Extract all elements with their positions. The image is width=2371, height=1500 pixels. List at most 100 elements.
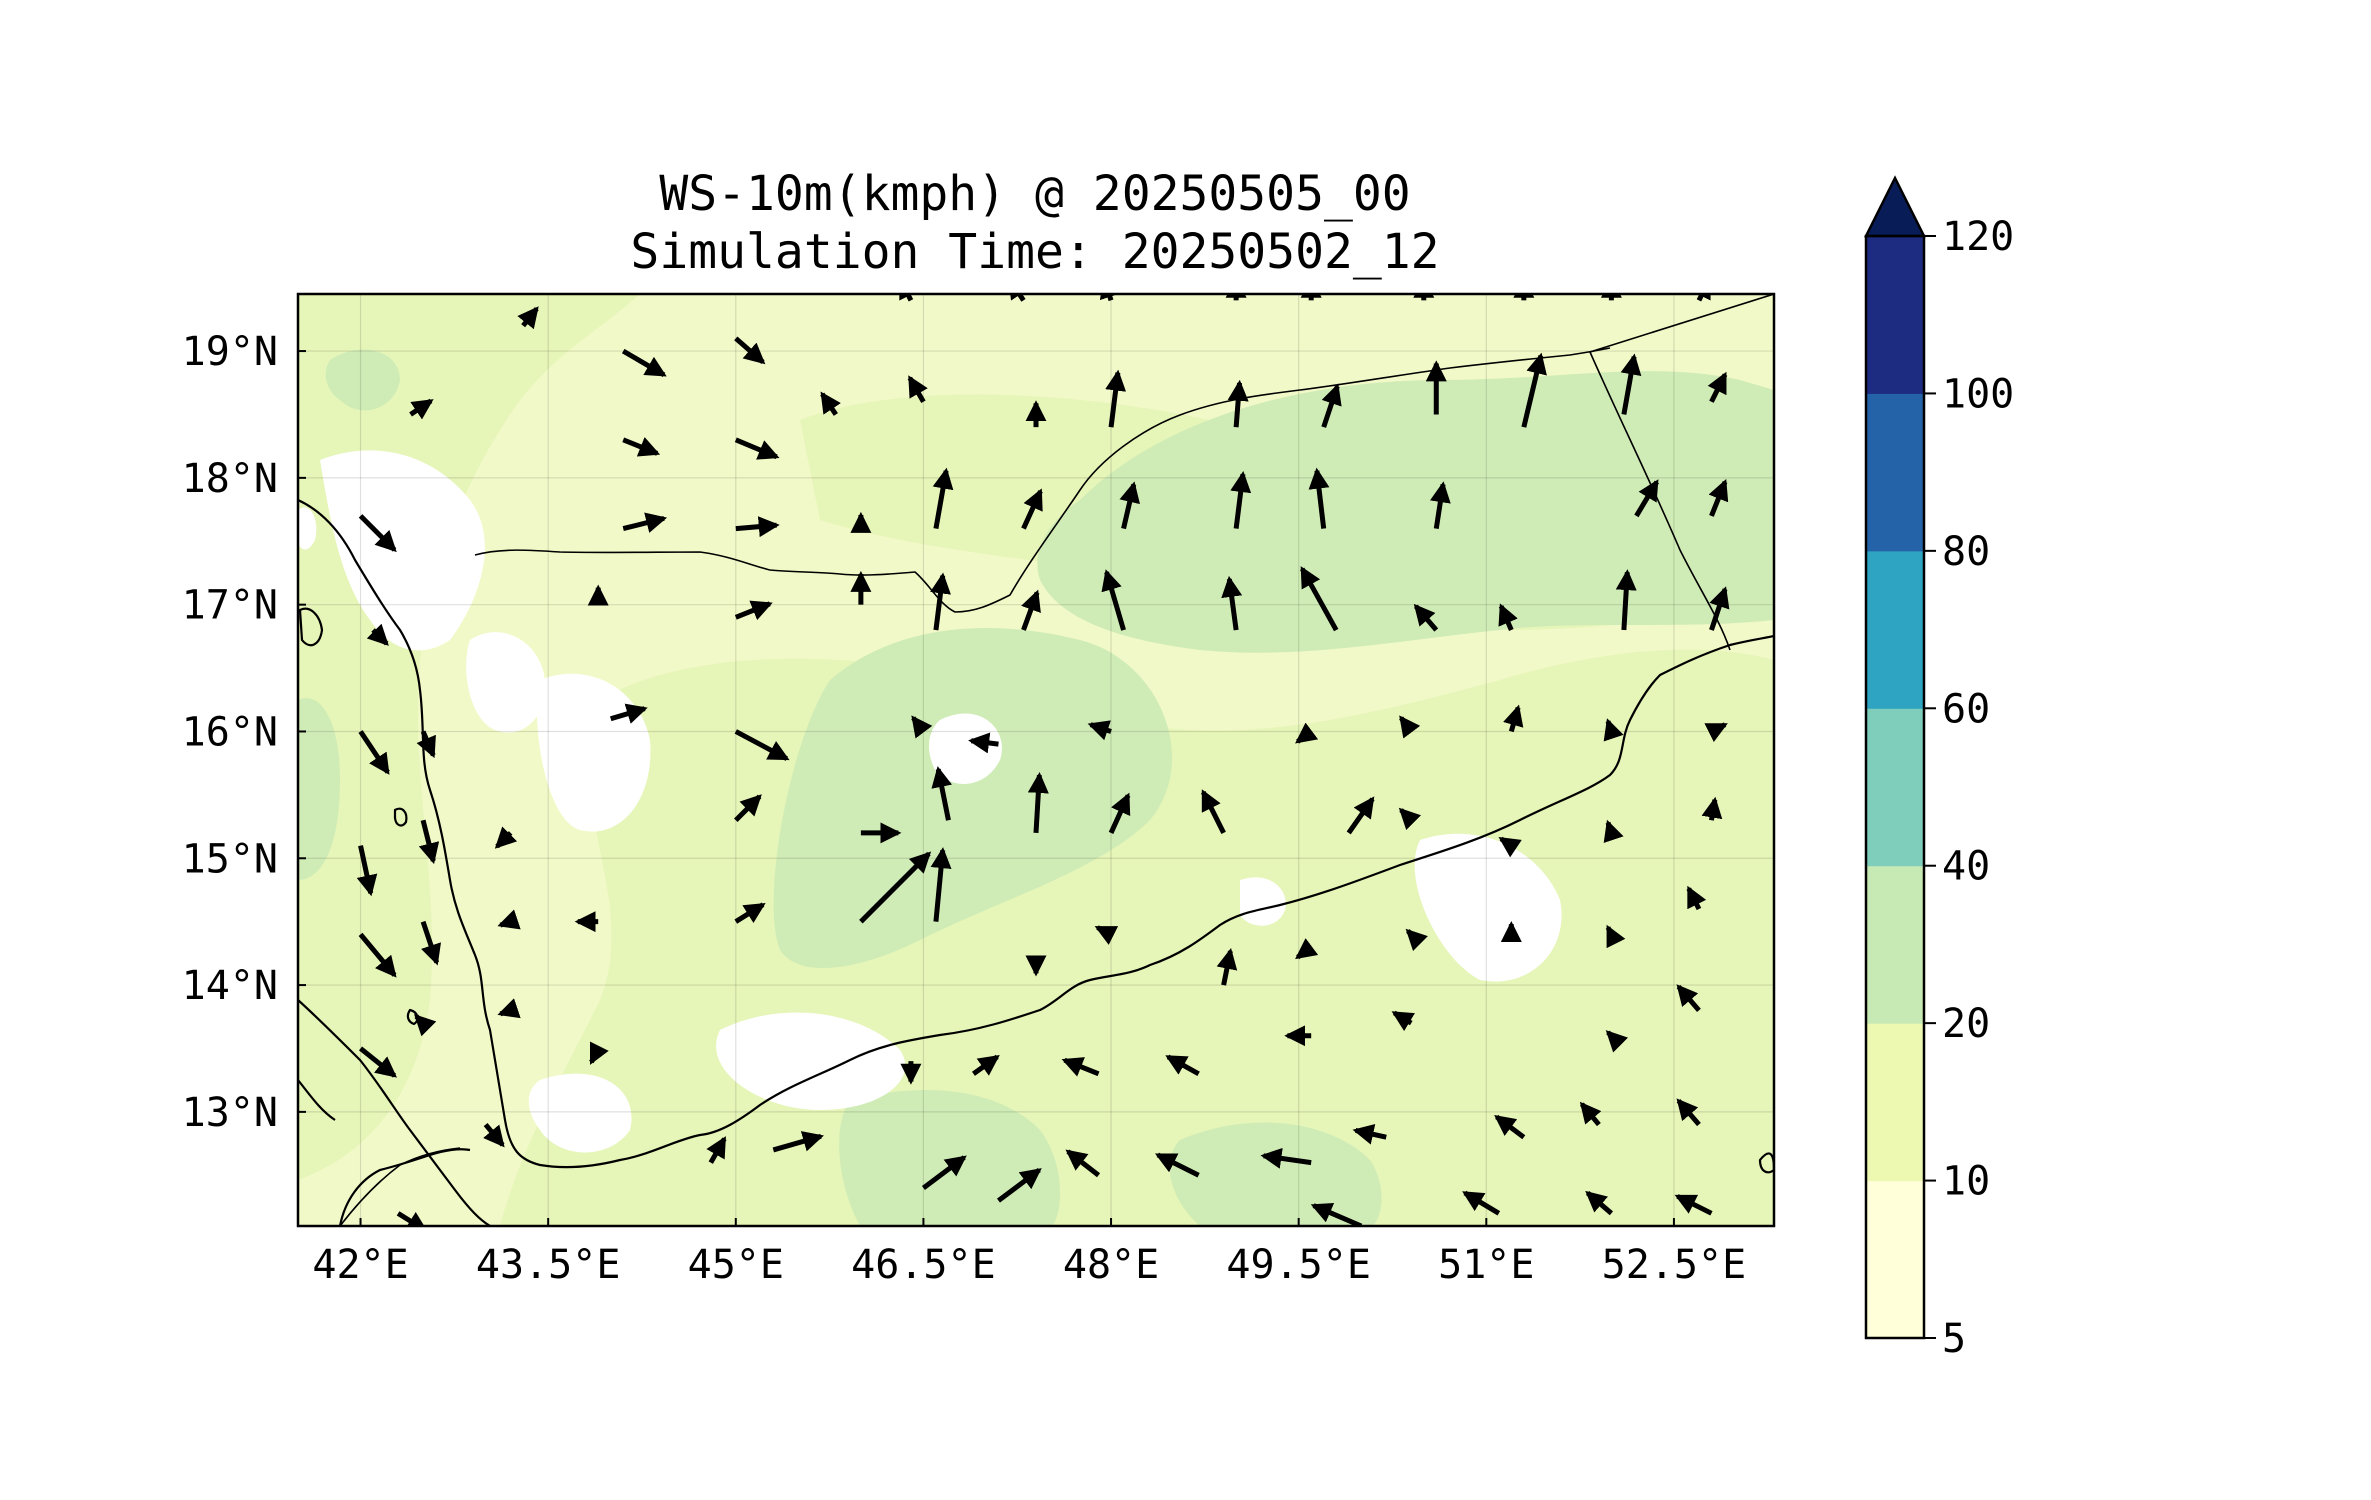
wind-arrow: [734, 902, 766, 924]
wind-arrow: [1230, 471, 1252, 529]
colorbar-segment: [1866, 1023, 1924, 1182]
wind-arrow: [414, 1014, 437, 1037]
wind-arrow: [622, 512, 668, 533]
wind-arrow: [1105, 369, 1127, 428]
wind-arrow: [409, 398, 434, 420]
wind-arrow: [609, 703, 648, 724]
wind-arrow: [1021, 589, 1041, 631]
colorbar-segment: [1866, 393, 1924, 552]
wind-arrow: [1603, 819, 1624, 843]
wind-arrow: [517, 306, 539, 330]
coastline: [298, 498, 1774, 1226]
wind-arrow: [1108, 792, 1131, 834]
wind-arrow: [1498, 836, 1522, 858]
wind-arrow: [1405, 928, 1428, 952]
wind-arrow: [1704, 722, 1728, 743]
wind-arrow: [1087, 720, 1112, 741]
colorbar-segment: [1866, 865, 1924, 1024]
wind-arrow: [589, 1041, 609, 1065]
wind-arrow: [735, 516, 780, 538]
wind-arrow: [358, 730, 390, 775]
wind-arrow: [859, 851, 932, 924]
wind-arrow: [996, 1168, 1042, 1203]
wind-arrow: [622, 437, 661, 457]
wind-arrow: [1200, 789, 1226, 835]
colorbar-frame: [1864, 234, 1926, 1340]
wind-arrow: [1494, 1114, 1526, 1140]
lon-tick-label: 52.5°E: [1602, 1242, 1747, 1288]
colorbar-segment: [1866, 1180, 1924, 1339]
wind-arrow: [1429, 481, 1451, 529]
wind-arrow: [1101, 569, 1126, 631]
wind-arrow: [907, 375, 928, 404]
wind-arrow: [418, 819, 440, 865]
lon-tick-label: 48°E: [1063, 1242, 1159, 1288]
wind-arrow: [772, 1131, 824, 1153]
wind-arrow: [1701, 796, 1723, 821]
wind-arrow: [497, 909, 521, 930]
wind-arrow: [1352, 1124, 1387, 1145]
colorbar-tick-label: 60: [1942, 686, 1990, 732]
wind-arrow: [1634, 479, 1659, 518]
map-frame: [296, 292, 1776, 1228]
colorbar-tick-label: 5: [1942, 1316, 1966, 1362]
colorbar-tick-label: 10: [1942, 1159, 1990, 1205]
wind-arrow: [1398, 807, 1422, 831]
wind-arrow: [1321, 383, 1342, 428]
wind-arrow: [1165, 1054, 1200, 1077]
wind-arrow: [396, 1211, 428, 1226]
wind-arrow: [1709, 586, 1730, 631]
lat-tick-label: 14°N: [182, 963, 278, 1009]
wind-arrow: [1008, 294, 1029, 302]
wind-arrow: [1686, 885, 1707, 911]
wind-arrow: [1676, 984, 1701, 1013]
chart-title: WS-10m(kmph) @ 20250505_00: [659, 166, 1410, 222]
lon-tick-label: 45°E: [688, 1242, 784, 1288]
wind-arrow: [734, 437, 780, 460]
wind-arrow: [358, 514, 397, 553]
wind-arrow: [1605, 924, 1626, 949]
colorbar: 5 10 20 40 60 80 100 120: [1863, 175, 2014, 1362]
longitude-axis: 42°E 43.5°E 45°E 46.5°E 48°E 49.5°E 51°E 52.5°E: [312, 1218, 1746, 1288]
wind-arrow: [1346, 796, 1375, 835]
wind-arrow: [1615, 569, 1637, 631]
wind-arrow: [1521, 352, 1547, 428]
wind-arrow: [1585, 1190, 1614, 1216]
wind-arrow: [1094, 925, 1119, 945]
wind-arrow: [358, 1046, 398, 1078]
wind-arrow: [1462, 1190, 1501, 1216]
wind-arrow: [1399, 715, 1421, 739]
lat-tick-label: 16°N: [182, 709, 278, 755]
wind-arrow: [1603, 718, 1624, 742]
wind-arrow: [734, 600, 773, 621]
wind-arrow: [1295, 938, 1319, 960]
colorbar-tick-label: 120: [1942, 214, 2014, 260]
lon-tick-label: 49.5°E: [1226, 1242, 1371, 1288]
wind-arrow: [1676, 1098, 1701, 1127]
wind-arrow: [734, 336, 766, 365]
wind-arrow: [968, 732, 999, 754]
wind-arrow: [734, 729, 790, 761]
graticule: [298, 294, 1774, 1226]
wind-arrow: [1295, 722, 1319, 744]
lon-tick-label: 46.5°E: [851, 1242, 996, 1288]
wind-arrow: [1413, 603, 1439, 632]
wind-arrow: [1221, 575, 1243, 631]
wind-arrow: [1708, 478, 1729, 517]
wind-arrow: [706, 1136, 727, 1164]
map-panel: [298, 294, 1774, 1226]
colorbar-segment: [1866, 236, 1924, 394]
wind-arrow: [899, 294, 919, 302]
wind-arrow: [1061, 1057, 1100, 1077]
wind-arrow: [921, 1155, 967, 1190]
lat-tick-label: 17°N: [182, 583, 278, 629]
wind-arrow: [1391, 1010, 1415, 1032]
wind-arrow: [483, 1122, 505, 1148]
lon-tick-label: 42°E: [312, 1242, 408, 1288]
wind-arrow: [820, 391, 841, 416]
wind-arrow: [358, 932, 397, 978]
wind-arrow: [1021, 488, 1043, 530]
colorbar-tick-label: 40: [1942, 844, 1990, 890]
colorbar-tick-label: 80: [1942, 529, 1990, 575]
